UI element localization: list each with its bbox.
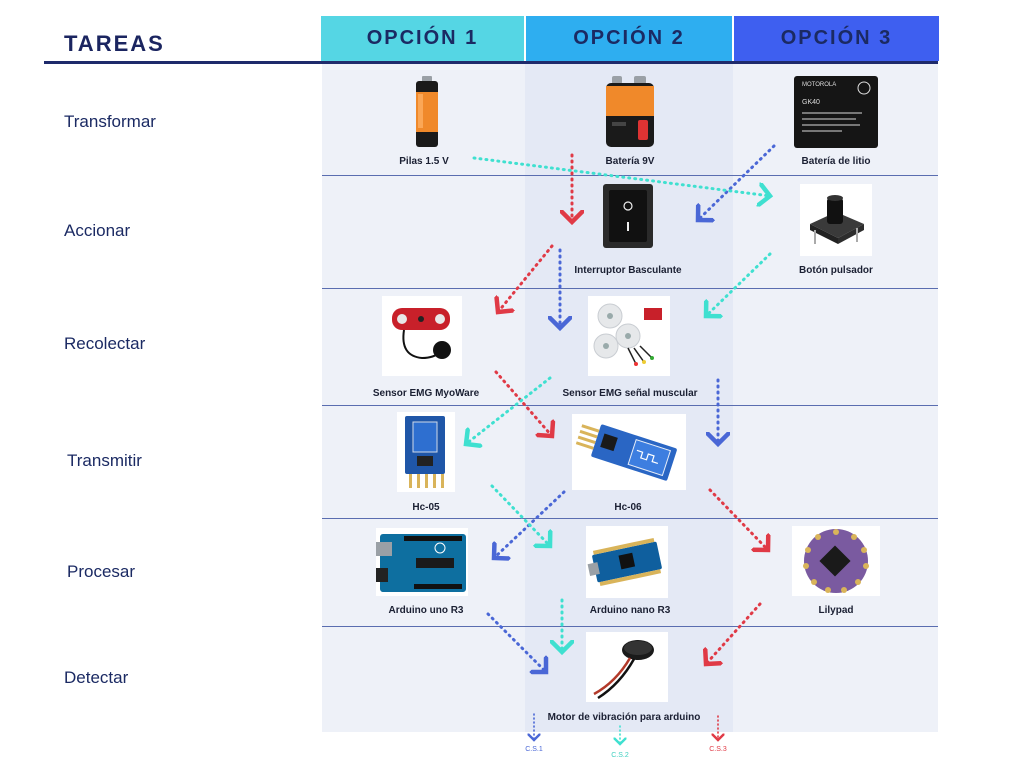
arrow-cyan xyxy=(490,484,550,546)
tasks-title: TAREAS xyxy=(64,31,165,56)
component-label-lilypad: Lilypad xyxy=(818,605,854,616)
component-label-arduino-uno: Arduino uno R3 xyxy=(388,605,464,616)
emg-sensor-kit-image xyxy=(588,296,670,376)
arrow-red xyxy=(498,244,554,312)
arrow-red xyxy=(494,370,552,436)
hc06-module-image xyxy=(572,414,686,490)
arrow-red xyxy=(706,602,762,664)
arrow-blue xyxy=(698,144,776,220)
myoware-sensor-image xyxy=(382,296,462,376)
svg-text:GK40: GK40 xyxy=(802,99,820,106)
arrow-red xyxy=(708,488,768,550)
task-label-recolectar: Recolectar xyxy=(64,334,146,353)
row-divider xyxy=(322,405,938,406)
task-label-transformar: Transformar xyxy=(64,112,156,131)
vibration-motor-image xyxy=(586,632,668,702)
legend-cs2: C.S.2 xyxy=(611,752,629,759)
column-bg-opcion-2 xyxy=(525,62,733,732)
component-label-bateria-litio: Batería de litio xyxy=(801,156,871,167)
component-label-interruptor: Interruptor Basculante xyxy=(574,265,682,276)
component-label-sensor-emg: Sensor EMG señal muscular xyxy=(562,388,698,399)
task-label-procesar: Procesar xyxy=(67,562,136,581)
row-divider xyxy=(322,626,938,627)
component-label-hc06: Hc-06 xyxy=(614,502,642,513)
arrow-cyan xyxy=(472,156,770,196)
task-label-detectar: Detectar xyxy=(64,668,129,687)
header-opcion-1: OPCIÓN 1 xyxy=(321,16,524,61)
9v-battery-image xyxy=(606,76,654,147)
component-label-pilas: Pilas 1.5 V xyxy=(399,156,449,167)
component-label-bateria9v: Batería 9V xyxy=(605,156,655,167)
task-label-transmitir: Transmitir xyxy=(67,451,142,470)
column-bg-opcion-3 xyxy=(733,62,938,732)
push-button-image xyxy=(800,184,872,256)
arrow-cyan xyxy=(706,252,772,316)
component-label-motor: Motor de vibración para arduino xyxy=(547,712,701,723)
rocker-switch-image xyxy=(603,184,653,248)
arrow-blue xyxy=(486,612,546,672)
lithium-battery-image: MOTOROLA GK40 xyxy=(794,76,878,148)
row-divider xyxy=(322,518,938,519)
header-underline xyxy=(44,61,938,64)
row-divider xyxy=(322,288,938,289)
component-label-arduino-nano: Arduino nano R3 xyxy=(589,605,671,616)
svg-text:MOTOROLA: MOTOROLA xyxy=(802,82,836,88)
arduino-nano-image xyxy=(586,526,668,598)
column-bg-opcion-1 xyxy=(322,62,525,732)
component-label-hc05: Hc-05 xyxy=(412,502,440,513)
hc05-module-image xyxy=(397,412,455,492)
task-label-accionar: Accionar xyxy=(64,221,131,240)
aa-battery-image xyxy=(416,76,438,147)
lilypad-image xyxy=(792,526,880,596)
component-label-boton: Botón pulsador xyxy=(799,265,873,276)
legend-cs3: C.S.3 xyxy=(709,746,727,753)
header-opcion-3: OPCIÓN 3 xyxy=(734,16,939,61)
arduino-uno-image xyxy=(376,528,468,596)
component-label-myoware: Sensor EMG MyoWare xyxy=(372,388,480,399)
header-opcion-2: OPCIÓN 2 xyxy=(526,16,732,61)
row-divider xyxy=(322,175,938,176)
arrow-cyan xyxy=(466,376,552,444)
legend-cs1: C.S.1 xyxy=(525,746,543,753)
